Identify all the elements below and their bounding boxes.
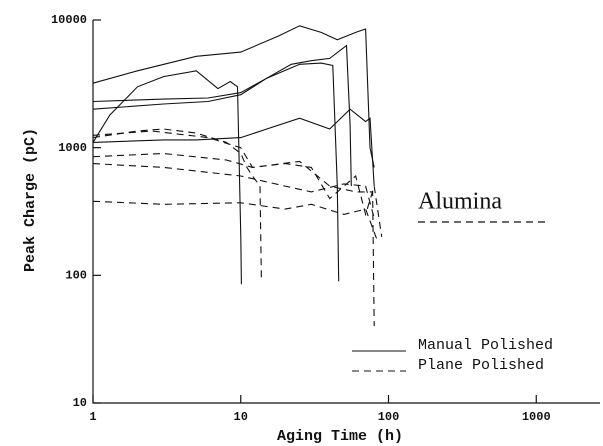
data-line — [92, 25, 375, 168]
data-line — [92, 108, 375, 187]
data-line — [92, 70, 242, 285]
x-tick-label: 1000 — [522, 410, 551, 424]
y-tick-label: 10000 — [51, 13, 87, 27]
data-line — [92, 62, 340, 282]
data-line — [92, 200, 379, 243]
x-tick-label: 100 — [378, 410, 400, 424]
data-line — [92, 130, 383, 237]
legend-label: Manual Polished — [418, 337, 553, 354]
x-tick-label: 1 — [89, 410, 96, 424]
y-tick-label: 10 — [73, 396, 87, 410]
data-line — [92, 128, 262, 282]
data-line — [92, 152, 375, 327]
y-axis-label: Peak Charge (pC) — [22, 128, 39, 272]
y-tick-label: 1000 — [58, 141, 87, 155]
y-tick-label: 100 — [65, 269, 87, 283]
data-line — [92, 163, 375, 219]
data-line — [92, 44, 352, 187]
x-tick-label: 10 — [234, 410, 248, 424]
legend-label: Plane Polished — [418, 357, 544, 374]
x-axis-label: Aging Time (h) — [277, 428, 403, 445]
annotation: Alumina — [418, 189, 502, 215]
